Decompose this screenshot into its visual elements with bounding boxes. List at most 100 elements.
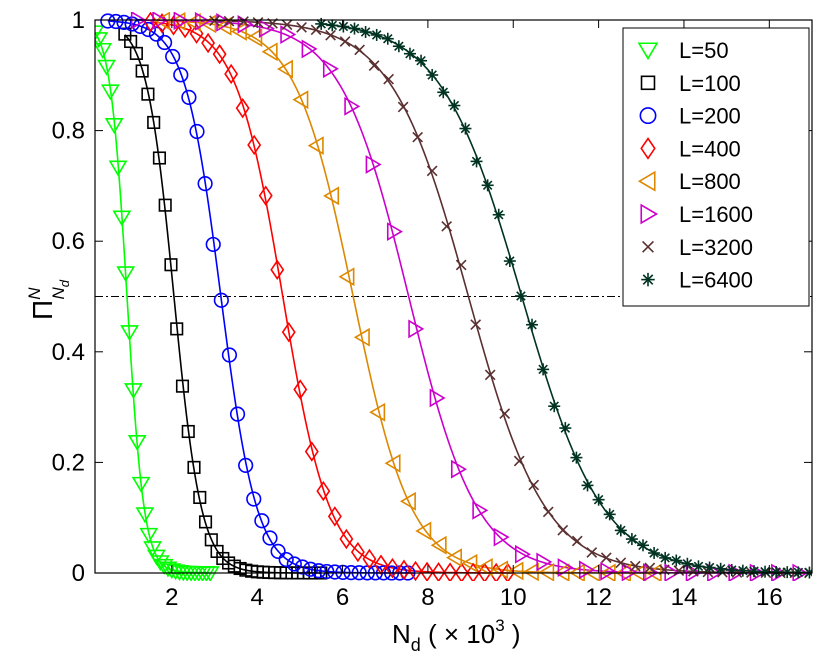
data-point: [280, 25, 297, 44]
legend-label: L=200: [679, 104, 741, 129]
data-point: [154, 12, 171, 31]
data-point: [476, 557, 493, 577]
data-point: [365, 155, 382, 174]
data-point: [659, 551, 672, 564]
data-point: [481, 179, 494, 192]
data-point: [198, 515, 213, 529]
data-point: [703, 561, 716, 574]
data-point: [246, 28, 263, 47]
data-point: [213, 292, 229, 308]
legend-marker-x: [642, 240, 654, 253]
legend-item: L=400: [640, 136, 741, 161]
data-point: [484, 369, 496, 381]
x-tick-label: 14: [671, 584, 698, 611]
data-point: [281, 321, 296, 343]
data-point: [337, 20, 350, 33]
data-point: [450, 459, 467, 479]
data-point: [629, 560, 641, 572]
data-point: [586, 547, 598, 558]
data-point: [104, 118, 124, 135]
data-point: [304, 441, 319, 462]
legend-item: L=3200: [642, 235, 753, 260]
data-point: [252, 17, 264, 28]
legend-marker-square: [640, 75, 656, 91]
data-point: [278, 551, 294, 568]
data-point: [187, 460, 201, 474]
data-point: [286, 556, 302, 572]
data-point: [223, 15, 235, 27]
data-point: [348, 22, 361, 35]
data-point: [311, 563, 327, 579]
data-point: [408, 560, 423, 581]
data-point: [95, 42, 113, 59]
data-point: [116, 266, 136, 283]
data-point: [399, 491, 416, 511]
data-point: [386, 222, 403, 241]
y-tick-label: 1: [72, 7, 85, 34]
data-point: [339, 36, 351, 47]
x-tick-label: 16: [756, 584, 783, 611]
data-point: [156, 34, 173, 51]
data-point: [127, 435, 147, 451]
data-point: [135, 64, 149, 78]
data-point: [164, 258, 178, 272]
data-point: [296, 22, 307, 33]
legend-label: L=800: [679, 169, 741, 194]
data-point: [692, 560, 705, 573]
x-axis-label-suffix: ( × 10: [421, 619, 495, 649]
series-l-1600: [130, 12, 809, 581]
data-point: [135, 507, 155, 524]
data-point: [542, 506, 554, 518]
data-point: [472, 500, 489, 520]
data-point: [140, 21, 156, 38]
data-point: [522, 562, 539, 581]
data-point: [538, 562, 555, 581]
plot-area-frame: [94, 19, 813, 574]
data-point: [100, 84, 120, 101]
data-point: [221, 347, 238, 363]
data-point: [383, 73, 394, 85]
data-point: [224, 63, 239, 85]
data-point: [499, 408, 511, 420]
x-axis-label: Nd ( × 103 ): [392, 616, 521, 655]
data-point: [559, 422, 572, 435]
data-point: [262, 530, 278, 546]
legend-label: L=50: [679, 38, 729, 63]
data-point: [258, 185, 273, 206]
data-point: [201, 32, 216, 54]
data-point: [570, 451, 583, 464]
data-point: [526, 318, 539, 331]
data-point: [537, 363, 550, 376]
data-point: [648, 547, 661, 560]
data-point: [600, 561, 617, 581]
data-point: [169, 12, 186, 31]
data-point: [507, 561, 524, 581]
data-point: [353, 327, 370, 347]
data-point: [781, 566, 794, 579]
data-point: [644, 562, 656, 574]
data-point: [455, 259, 467, 271]
legend-item: L=6400: [641, 268, 753, 293]
y-axis-label-subscript: N: [49, 287, 68, 300]
legend-marker-triangle-right: [640, 203, 659, 225]
legend-label: L=400: [679, 136, 741, 161]
fit-curve-l-3200: [214, 19, 812, 574]
y-tick-label: 0.8: [52, 118, 85, 145]
data-point: [108, 160, 128, 177]
legend-marker-triangle-left: [637, 170, 656, 192]
data-point: [170, 322, 184, 336]
legend-item: L=50: [637, 38, 729, 63]
data-point: [316, 480, 331, 502]
data-point: [229, 406, 246, 422]
data-point: [277, 59, 294, 79]
data-point: [162, 563, 182, 580]
x-axis-label-close: ): [505, 619, 521, 649]
data-point: [430, 535, 447, 555]
data-point: [369, 402, 386, 422]
data-point: [124, 383, 143, 400]
data-point: [139, 527, 159, 544]
data-point: [173, 67, 189, 83]
data-point: [258, 19, 275, 39]
data-point: [97, 59, 116, 76]
